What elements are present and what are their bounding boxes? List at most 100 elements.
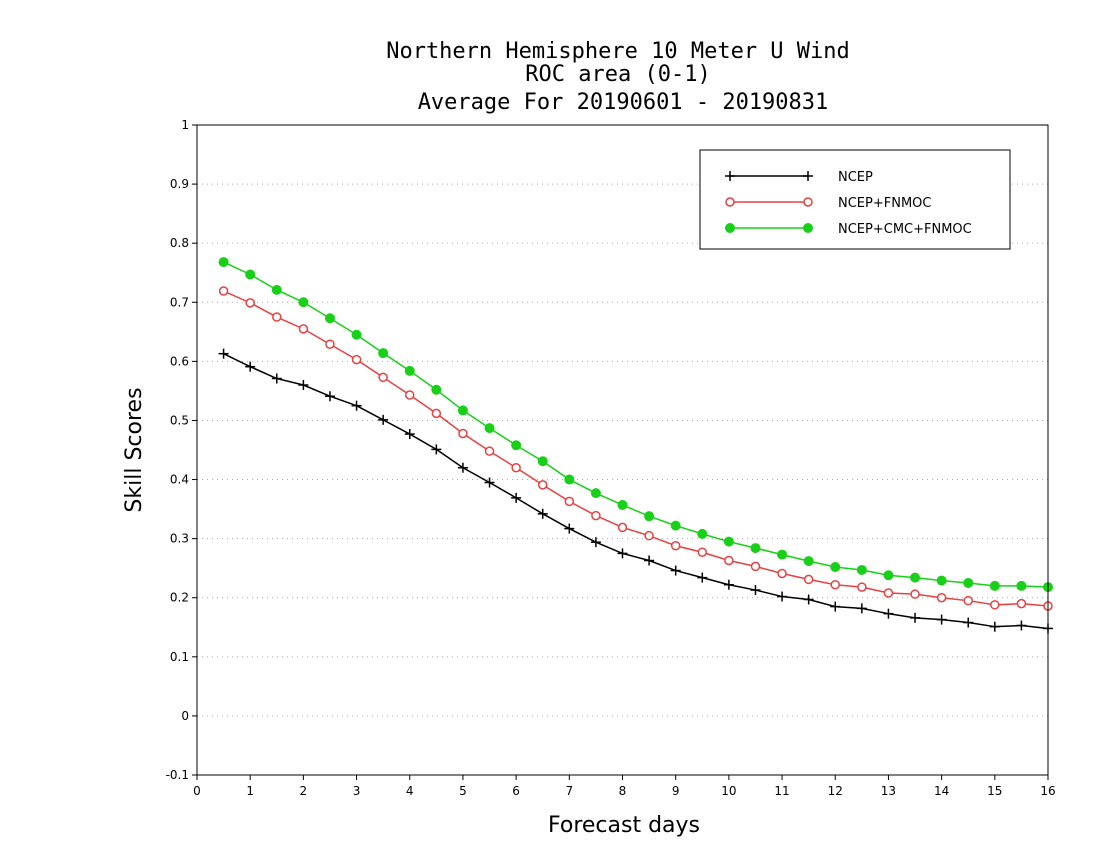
data-point — [777, 568, 787, 579]
data-point — [697, 572, 708, 583]
data-point — [271, 373, 282, 384]
data-point — [245, 298, 255, 308]
chart-subtitle-period: Average For 20190601 - 20190831 — [418, 90, 829, 115]
data-point — [670, 520, 681, 531]
x-tick-label: 1 — [246, 784, 254, 798]
plot-frame — [196, 124, 1049, 776]
chart-subtitle: ROC area (0-1) — [525, 62, 710, 87]
data-point — [936, 575, 947, 586]
data-point — [723, 579, 734, 590]
y-axis-label: Skill Scores — [122, 387, 147, 512]
data-point — [883, 588, 894, 598]
data-point — [351, 354, 362, 365]
data-point — [404, 365, 415, 376]
legend-entry: NCEP+CMC+FNMOC — [725, 222, 972, 237]
data-point — [723, 536, 734, 547]
series-line — [223, 353, 1049, 630]
series-2 — [218, 257, 1053, 593]
x-tick-label: 10 — [721, 784, 736, 798]
data-point — [298, 297, 309, 308]
data-point — [910, 572, 921, 583]
data-point — [271, 284, 282, 295]
data-point — [218, 348, 229, 359]
data-point — [351, 400, 362, 411]
data-point — [590, 488, 601, 499]
legend-entry: NCEP — [725, 170, 873, 185]
series-layer — [218, 257, 1053, 634]
x-tick-label: 15 — [987, 784, 1002, 798]
data-point — [272, 312, 282, 322]
legend-marker — [725, 197, 735, 207]
data-point — [378, 348, 389, 359]
y-tick-label: 0.4 — [170, 473, 189, 487]
data-point — [857, 582, 867, 592]
data-point — [218, 286, 229, 296]
x-axis-ticks: 0 1 2 3 4 5 6 7 8 9 10 11 12 13 14 15 16 — [193, 775, 1056, 798]
data-point — [617, 499, 628, 510]
y-tick-label: 0.9 — [170, 177, 189, 191]
data-point — [856, 564, 867, 575]
x-tick-label: 11 — [774, 784, 789, 798]
x-tick-label: 4 — [406, 784, 414, 798]
data-point — [431, 444, 442, 455]
data-point — [910, 589, 920, 599]
data-point — [777, 591, 788, 602]
data-point — [324, 391, 335, 402]
legend-entry: NCEP+FNMOC — [725, 196, 931, 211]
data-point — [511, 440, 522, 451]
data-point — [484, 423, 495, 434]
data-point — [936, 592, 947, 603]
data-point — [404, 429, 415, 440]
data-point — [883, 608, 894, 619]
data-point — [1016, 580, 1027, 591]
data-point — [537, 480, 548, 490]
data-point — [590, 537, 601, 548]
data-point — [1016, 620, 1027, 631]
data-point — [537, 508, 548, 519]
data-point — [511, 462, 521, 473]
x-tick-label: 16 — [1040, 784, 1055, 798]
data-point — [245, 269, 256, 280]
data-point — [431, 384, 442, 395]
x-tick-label: 2 — [300, 784, 308, 798]
data-point — [325, 339, 335, 349]
data-point — [591, 510, 601, 521]
data-point — [777, 549, 788, 560]
data-point — [457, 462, 468, 473]
data-point — [670, 540, 681, 551]
grid-lines — [197, 183, 1048, 717]
data-point — [298, 324, 309, 334]
data-point — [830, 579, 840, 590]
data-point — [750, 561, 761, 572]
x-tick-label: 6 — [512, 784, 520, 798]
legend-label: NCEP — [838, 170, 873, 185]
data-point — [564, 523, 575, 534]
data-point — [883, 570, 894, 581]
data-point — [511, 492, 522, 503]
data-point — [963, 595, 973, 606]
data-point — [378, 414, 389, 425]
y-tick-label: -0.1 — [166, 768, 189, 782]
series-line — [223, 290, 1049, 607]
data-point — [724, 555, 734, 566]
y-tick-label: 0.3 — [170, 532, 189, 546]
data-point — [218, 257, 229, 268]
data-point — [697, 528, 708, 539]
data-point — [963, 577, 974, 588]
data-point — [564, 496, 575, 507]
data-point — [431, 408, 442, 419]
data-point — [989, 580, 1000, 591]
x-tick-label: 5 — [459, 784, 467, 798]
x-tick-label: 3 — [353, 784, 361, 798]
data-point — [990, 600, 1000, 610]
data-point — [750, 543, 761, 554]
data-point — [245, 361, 256, 372]
x-tick-label: 0 — [193, 784, 201, 798]
x-tick-label: 14 — [934, 784, 949, 798]
x-tick-label: 12 — [828, 784, 843, 798]
data-point — [803, 574, 814, 585]
legend-marker — [725, 171, 735, 181]
data-point — [670, 565, 681, 576]
y-tick-label: 0.1 — [170, 650, 189, 664]
